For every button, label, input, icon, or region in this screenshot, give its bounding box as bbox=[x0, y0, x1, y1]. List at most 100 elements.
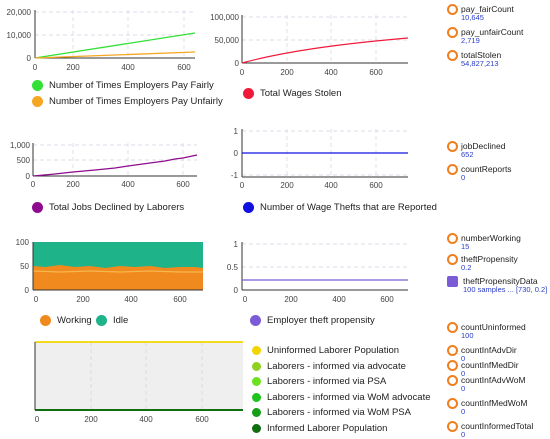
monitor-name: jobDeclined bbox=[461, 141, 506, 151]
legend-label: Laborers - informed via WoM advocate bbox=[267, 392, 431, 403]
legend-dot bbox=[252, 424, 261, 433]
working-chart: 100 50 0 0 200 400 600 bbox=[16, 238, 203, 304]
series-working-area bbox=[33, 265, 203, 290]
legend-dot bbox=[250, 315, 261, 326]
legend-dot bbox=[252, 377, 261, 386]
y-tick: 100,000 bbox=[210, 13, 239, 22]
legend-informed-total: Informed Laborer Population bbox=[252, 423, 387, 434]
series-jobs-declined-line bbox=[32, 154, 198, 177]
legend-idle: Idle bbox=[96, 315, 128, 326]
x-tick: 600 bbox=[177, 63, 191, 72]
legend-label: Number of Times Employers Pay Unfairly bbox=[49, 96, 223, 107]
monitor-name: theftPropensity bbox=[461, 254, 518, 264]
monitor-value: 54,827,213 bbox=[461, 59, 499, 68]
x-tick: 400 bbox=[139, 415, 153, 424]
x-tick: 200 bbox=[84, 415, 98, 424]
monitor-name: pay_fairCount bbox=[461, 4, 514, 14]
y-tick: 0.5 bbox=[227, 263, 239, 272]
plot-background bbox=[35, 342, 243, 410]
series-pay-fairly-line bbox=[34, 32, 196, 59]
legend-label: Working bbox=[57, 315, 92, 326]
y-tick: 1,000 bbox=[10, 141, 31, 150]
legend-label: Idle bbox=[113, 315, 129, 326]
monitor-ring-icon bbox=[447, 345, 458, 356]
monitor-name: numberWorking bbox=[461, 233, 521, 243]
legend-label: Laborers - informed via advocate bbox=[267, 361, 406, 372]
legend-label: Laborers - informed via WoM PSA bbox=[267, 407, 411, 418]
monitor-name: countInformedTotal bbox=[461, 421, 534, 431]
monitor-value: 0 bbox=[461, 384, 466, 393]
reports-chart: 1 0 -1 0 200 400 600 bbox=[231, 127, 408, 190]
monitor-value: 15 bbox=[461, 242, 470, 251]
monitor-value: 0 bbox=[461, 407, 466, 416]
monitor-ring-icon bbox=[447, 4, 458, 15]
x-tick: 0 bbox=[33, 63, 38, 72]
legend-reports: Number of Wage Thefts that are Reported bbox=[243, 202, 437, 213]
x-tick: 0 bbox=[31, 180, 36, 189]
pay-chart: 20,000 10,000 0 0 200 400 600 bbox=[7, 8, 196, 72]
legend-informed-wom-psa: Laborers - informed via WoM PSA bbox=[252, 407, 411, 418]
legend-label: Number of Times Employers Pay Fairly bbox=[49, 80, 214, 91]
y-tick: 50 bbox=[20, 262, 29, 271]
legend-informed-psa: Laborers - informed via PSA bbox=[252, 376, 386, 387]
legend-dot bbox=[252, 346, 261, 355]
y-tick: 500 bbox=[17, 156, 31, 165]
monitor-name: countInfMedDir bbox=[461, 360, 519, 370]
legend-dot bbox=[252, 393, 261, 402]
x-tick: 200 bbox=[76, 295, 90, 304]
x-tick: 200 bbox=[66, 63, 80, 72]
x-tick: 400 bbox=[121, 63, 135, 72]
legend-dot bbox=[32, 80, 43, 91]
legend-dot bbox=[32, 96, 43, 107]
monitor-ring-icon bbox=[447, 50, 458, 61]
monitor-ring-icon bbox=[447, 27, 458, 38]
monitor-name: totalStolen bbox=[461, 50, 502, 60]
legend-dot bbox=[96, 315, 107, 326]
legend-pay-fairly: Number of Times Employers Pay Fairly bbox=[32, 80, 214, 91]
x-tick: 600 bbox=[173, 295, 187, 304]
x-tick: 0 bbox=[34, 295, 39, 304]
x-tick: 200 bbox=[66, 180, 80, 189]
legend-working: Working bbox=[40, 315, 92, 326]
y-tick: 100 bbox=[16, 238, 30, 247]
monitor-ring-icon bbox=[447, 254, 458, 265]
x-tick: 0 bbox=[240, 181, 245, 190]
monitor-value: 2,719 bbox=[461, 36, 480, 45]
monitor-value: 0 bbox=[461, 430, 466, 439]
y-tick: 0 bbox=[235, 59, 240, 68]
legend-dot bbox=[243, 202, 254, 213]
x-tick: 400 bbox=[324, 181, 338, 190]
legend-label: Informed Laborer Population bbox=[267, 423, 388, 434]
legend-theft-propensity: Employer theft propensity bbox=[250, 315, 375, 326]
y-tick: 1 bbox=[234, 240, 239, 249]
y-tick: 0 bbox=[27, 54, 32, 63]
monitor-ring-icon bbox=[447, 322, 458, 333]
monitor-ring-icon bbox=[447, 421, 458, 432]
monitor-ring-icon bbox=[447, 141, 458, 152]
monitor-name: countInfMedWoM bbox=[461, 398, 528, 408]
series-pay-unfairly-line bbox=[34, 51, 196, 59]
x-tick: 200 bbox=[280, 181, 294, 190]
legend-informed-wom-advocate: Laborers - informed via WoM advocate bbox=[252, 392, 431, 403]
y-tick: 10,000 bbox=[7, 31, 32, 40]
x-tick: 600 bbox=[195, 415, 209, 424]
monitor-value: 652 bbox=[461, 150, 474, 159]
y-tick: -1 bbox=[231, 171, 239, 180]
y-tick: 50,000 bbox=[215, 36, 240, 45]
legend-label: Laborers - informed via PSA bbox=[267, 376, 387, 387]
legend-informed-advocate: Laborers - informed via advocate bbox=[252, 361, 406, 372]
monitor-name: theftPropensityData bbox=[463, 276, 538, 286]
monitor-value: 0 bbox=[461, 354, 466, 363]
y-tick: 0 bbox=[26, 172, 31, 181]
monitor-ring-icon bbox=[447, 398, 458, 409]
x-tick: 600 bbox=[369, 68, 383, 77]
y-tick: 0 bbox=[25, 286, 30, 295]
monitor-value: 0 bbox=[461, 173, 466, 182]
x-tick: 0 bbox=[35, 415, 40, 424]
monitor-ring-icon bbox=[447, 164, 458, 175]
y-tick: 20,000 bbox=[7, 8, 32, 17]
monitor-value: 0 bbox=[461, 369, 466, 378]
monitor-ring-icon bbox=[447, 375, 458, 386]
legend-label: Uninformed Laborer Population bbox=[267, 345, 400, 356]
series-wages-stolen-line bbox=[241, 37, 409, 64]
